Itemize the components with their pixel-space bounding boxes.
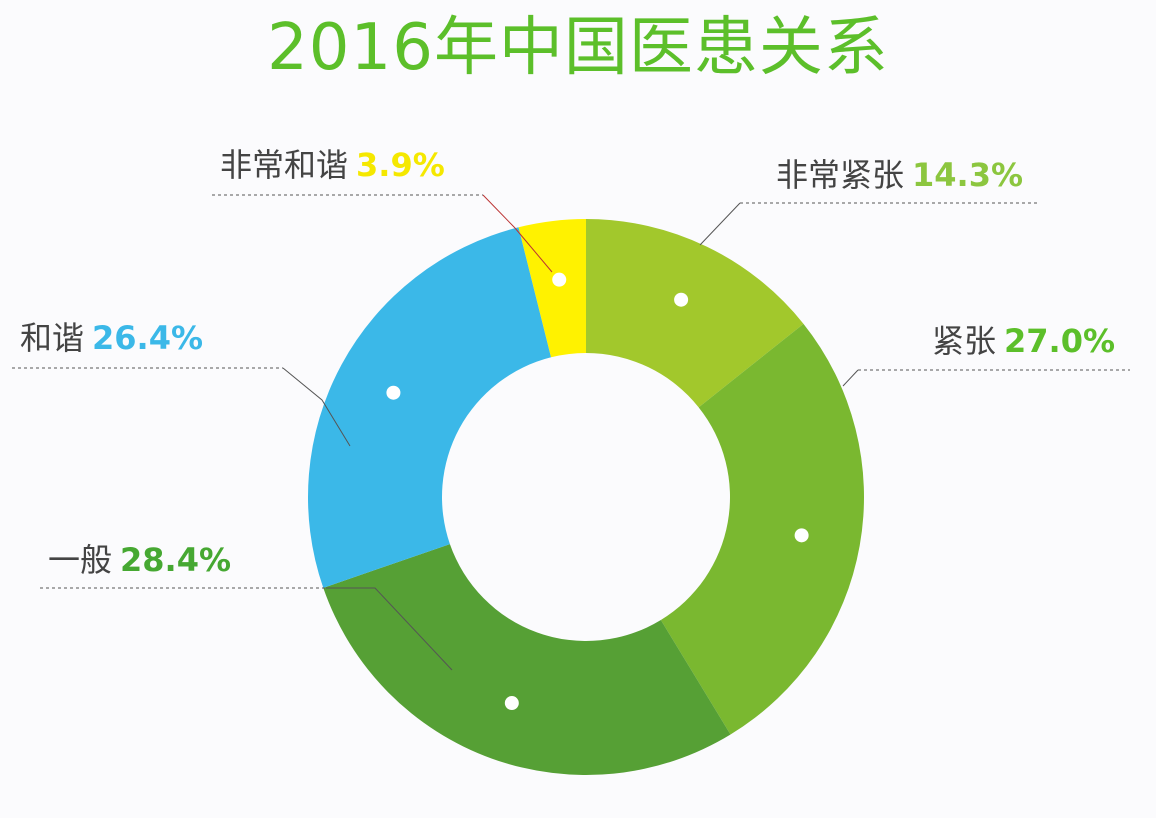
slice-marker-dot <box>794 528 809 543</box>
label-percent: 27.0% <box>1004 322 1116 360</box>
chart-title: 2016年中国医患关系 <box>267 11 889 85</box>
label-tense: 紧张 27.0% <box>932 321 1115 361</box>
donut-slice-紧张 <box>660 323 864 735</box>
leader-line-very-tense <box>699 202 741 246</box>
slice-marker-dot <box>552 272 567 287</box>
label-percent: 14.3% <box>912 156 1024 194</box>
label-harmonious: 和谐 26.4% <box>20 318 203 358</box>
slice-markers <box>386 272 809 711</box>
label-name: 紧张 <box>932 322 997 360</box>
label-very-tense: 非常紧张 14.3% <box>776 155 1023 195</box>
donut-slice-和谐 <box>307 227 552 588</box>
leader-lines <box>12 194 1130 671</box>
donut-slice-一般 <box>323 544 731 775</box>
label-name: 非常紧张 <box>776 156 905 194</box>
slice-marker-dot <box>504 696 519 711</box>
donut-slices <box>307 219 864 775</box>
leader-line-harmonious <box>282 367 351 447</box>
leader-line-tense <box>842 369 859 387</box>
leader-line-normal <box>326 587 453 671</box>
label-name: 非常和谐 <box>220 146 349 184</box>
label-percent: 26.4% <box>92 319 204 357</box>
slice-marker-dot <box>674 292 689 307</box>
slice-marker-dot <box>386 385 401 400</box>
donut-slice-非常紧张 <box>586 219 804 408</box>
label-very-harmonious: 非常和谐 3.9% <box>220 145 445 185</box>
label-name: 一般 <box>48 541 113 579</box>
leader-line-very-harmonious <box>482 194 553 273</box>
label-normal: 一般 28.4% <box>48 540 231 580</box>
label-percent: 3.9% <box>356 146 445 184</box>
donut-slice-非常和谐 <box>518 219 586 358</box>
label-percent: 28.4% <box>120 541 232 579</box>
label-name: 和谐 <box>20 319 85 357</box>
